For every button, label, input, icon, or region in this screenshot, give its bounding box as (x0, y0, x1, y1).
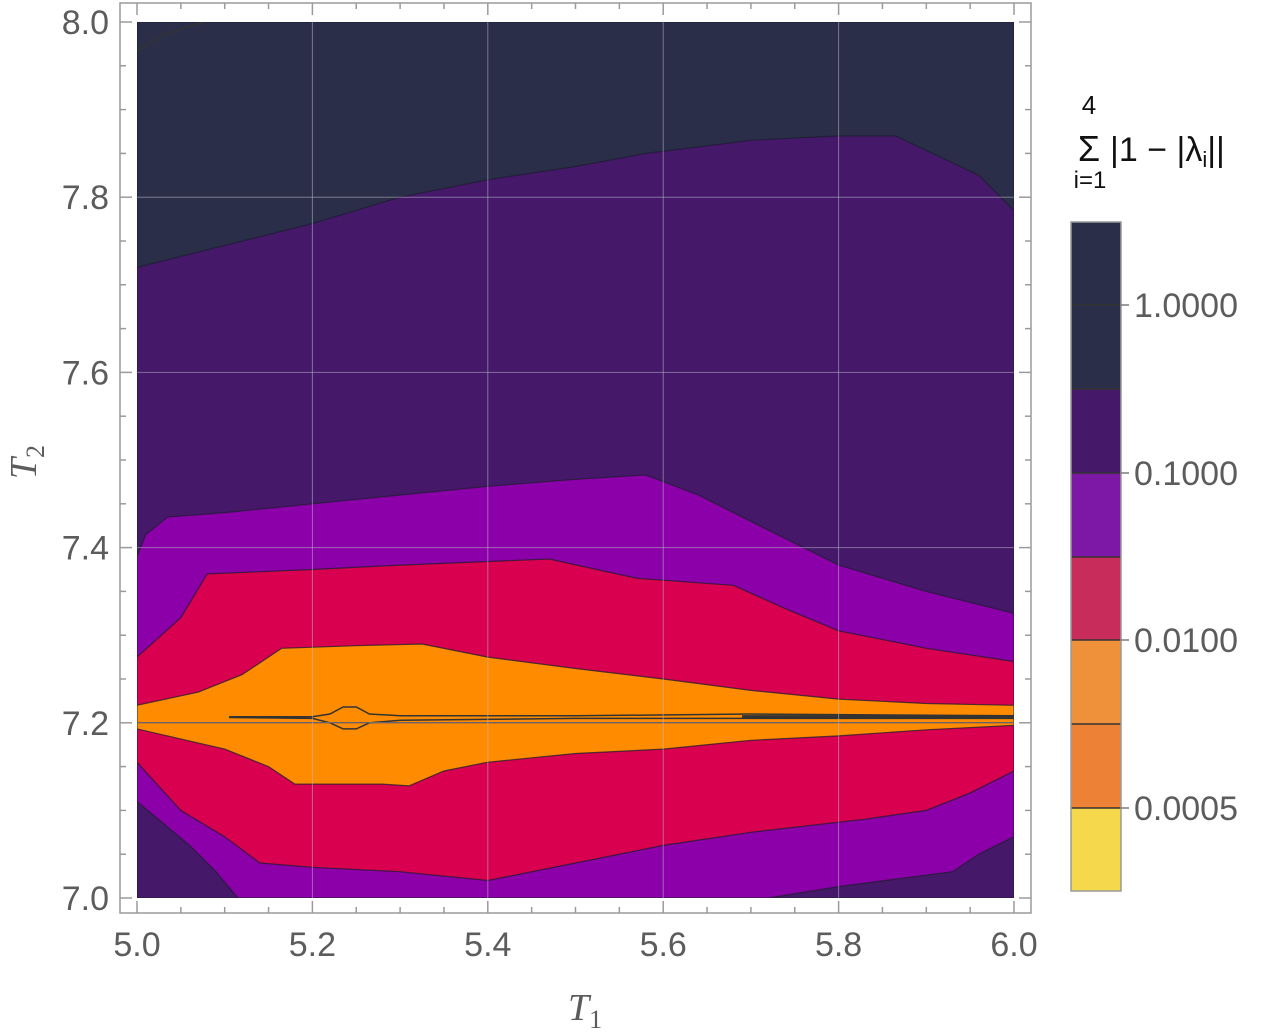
x-tick-label: 5.4 (464, 926, 511, 964)
colorbar-band-3 (1071, 473, 1121, 557)
colorbar-tick-label: 0.0100 (1134, 622, 1238, 660)
x-tick-label: 6.0 (990, 926, 1037, 964)
colorbar-tick-label: 0.0005 (1134, 790, 1238, 828)
colorbar-band-7 (1071, 808, 1121, 891)
colorbar-band-5 (1071, 640, 1121, 724)
x-tick-label: 5.2 (289, 926, 336, 964)
colorbar-band-1 (1071, 305, 1121, 389)
y-tick-label: 7.6 (62, 354, 109, 392)
contour-line-0 (137, 22, 204, 52)
y-tick-label: 7.0 (62, 880, 109, 918)
y-tick-label: 7.8 (62, 179, 109, 217)
x-axis-label: T1 (568, 987, 602, 1032)
x-tick-label: 5.0 (113, 926, 160, 964)
y-tick-label: 8.0 (62, 4, 109, 42)
y-tick-label: 7.4 (62, 530, 109, 568)
colorbar-band-6 (1071, 724, 1121, 808)
y-axis-label: T2 (3, 445, 50, 479)
contour-regions (137, 22, 1014, 898)
grid-lines (137, 22, 1014, 898)
contour-region-band-4-4 (137, 643, 1014, 724)
colorbar-band-0 (1071, 222, 1121, 305)
colorbar-band-4 (1071, 557, 1121, 640)
sum-upper-limit: 4 (1082, 90, 1096, 120)
y-tick-label: 7.2 (62, 705, 109, 743)
sum-lower-limit: i=1 (1074, 167, 1107, 194)
colorbar-tick-label: 0.1000 (1134, 455, 1238, 493)
colorbar-frame (1070, 221, 1122, 892)
y-tick-labels: 7.0 7.2 7.4 7.6 7.8 8.0 (62, 4, 109, 918)
x-tick-labels: 5.0 5.2 5.4 5.6 5.8 6.0 (113, 926, 1037, 964)
colorbar-band-2 (1071, 389, 1121, 473)
colorbar-tick-label: 1.0000 (1134, 287, 1238, 325)
colorbar-expression: |1 − |λi|| (1110, 131, 1225, 172)
axis-ticks (120, 3, 1031, 913)
colorbar (1070, 221, 1122, 892)
x-tick-label: 5.8 (815, 926, 862, 964)
x-tick-label: 5.6 (640, 926, 687, 964)
colorbar-title: 4 Σ i=1 |1 − |λi|| (1074, 90, 1225, 194)
colorbar-tick-labels: 1.0000 0.1000 0.0100 0.0005 (1121, 287, 1238, 828)
sum-symbol: Σ (1078, 128, 1100, 169)
